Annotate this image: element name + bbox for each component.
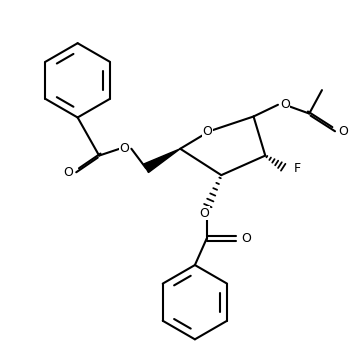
- Text: O: O: [241, 232, 251, 245]
- Text: O: O: [203, 125, 212, 138]
- Polygon shape: [144, 149, 180, 173]
- Text: O: O: [63, 166, 73, 179]
- Text: O: O: [200, 207, 210, 220]
- Text: F: F: [294, 162, 301, 175]
- Text: O: O: [280, 98, 290, 111]
- Text: O: O: [120, 142, 130, 155]
- Text: O: O: [338, 125, 349, 138]
